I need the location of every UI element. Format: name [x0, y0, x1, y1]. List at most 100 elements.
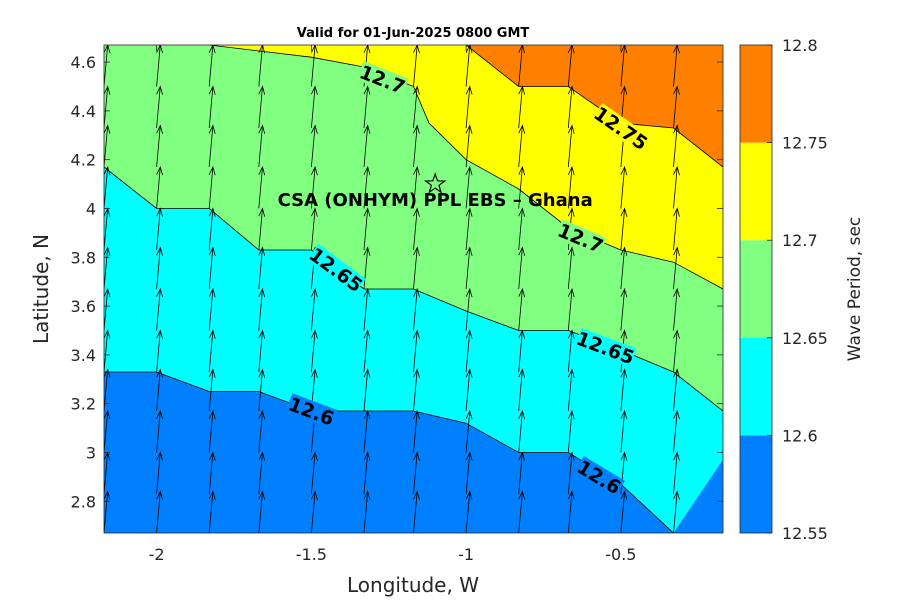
- vector-arrow: [673, 85, 680, 129]
- vector-arrow: [465, 451, 473, 495]
- vector-arrow: [567, 451, 575, 495]
- vector-arrow: [104, 490, 111, 533]
- vector-arrow: [620, 368, 628, 412]
- vector-arrow: [567, 409, 575, 453]
- vector-arrow: [156, 287, 163, 331]
- x-tick-label: -1.5: [296, 545, 327, 564]
- vector-arrow: [208, 490, 216, 533]
- y-axis-label: Latitude, N: [29, 234, 53, 344]
- vector-arrow: [258, 85, 266, 129]
- vector-arrow: [620, 451, 628, 495]
- vector-arrow: [258, 409, 266, 453]
- vector-arrow: [465, 490, 473, 533]
- vector-arrow: [567, 368, 575, 412]
- vector-arrow: [673, 368, 680, 412]
- vector-arrow: [465, 124, 473, 168]
- vector-arrow: [208, 287, 216, 331]
- vector-arrow: [567, 490, 575, 533]
- contour-band: [466, 45, 723, 167]
- vector-arrow: [104, 368, 111, 412]
- vector-arrow: [722, 376, 723, 411]
- vector-arrow: [156, 45, 163, 87]
- vector-arrow: [722, 295, 723, 331]
- vector-arrow: [567, 329, 575, 373]
- x-tick-label: -0.5: [605, 545, 636, 564]
- vector-arrow: [104, 85, 111, 129]
- vector-arrow: [156, 490, 163, 533]
- vector-arrow: [413, 45, 420, 87]
- contour-label-bg: [573, 455, 625, 498]
- site-label: CSA (ONHYM) PPL EBS – Ghana: [278, 190, 593, 211]
- vector-arrow: [567, 287, 575, 331]
- vector-arrows: [104, 45, 723, 533]
- vector-arrow: [363, 246, 371, 290]
- vector-arrow: [104, 329, 111, 373]
- contour-label-bg: [285, 393, 338, 429]
- vector-arrow: [208, 329, 216, 373]
- vector-arrow: [722, 215, 723, 250]
- vector-arrow: [156, 124, 163, 168]
- vector-arrow: [363, 329, 371, 373]
- plot-frame: [103, 44, 724, 534]
- vector-arrow: [104, 165, 111, 209]
- y-tick-label: 3.2: [71, 395, 96, 414]
- vector-arrow: [311, 85, 318, 129]
- vector-arrow: [673, 329, 680, 373]
- vector-arrow: [567, 124, 575, 168]
- contour-label-bg: [356, 61, 409, 98]
- vector-arrow: [258, 165, 266, 209]
- vector-arrow: [208, 368, 216, 412]
- vector-arrow: [311, 329, 318, 373]
- vector-arrow: [413, 329, 420, 373]
- vector-arrow: [413, 124, 420, 168]
- vector-arrow: [567, 85, 575, 129]
- contour-label-bg: [554, 219, 607, 257]
- vector-arrow: [518, 207, 526, 251]
- vector-arrow: [673, 490, 680, 533]
- vector-arrow: [208, 207, 216, 251]
- vector-arrow: [363, 490, 371, 533]
- vector-arrow: [722, 254, 723, 289]
- vector-arrow: [722, 51, 723, 87]
- vector-arrow: [518, 124, 526, 168]
- vector-arrow: [208, 165, 216, 209]
- y-tick-label: 4: [86, 199, 96, 218]
- vector-arrow: [311, 490, 318, 533]
- vector-arrow: [722, 337, 723, 372]
- vector-arrow: [673, 45, 680, 87]
- y-tick-label: 4.4: [71, 102, 96, 121]
- vector-arrow: [363, 409, 371, 453]
- vector-arrow: [363, 85, 371, 129]
- vector-arrow: [673, 124, 680, 168]
- vector-arrow: [518, 329, 526, 373]
- vector-arrow: [518, 287, 526, 331]
- vector-arrow: [258, 368, 266, 412]
- vector-arrow: [258, 287, 266, 331]
- colorbar-tick-label: 12.6: [782, 426, 818, 445]
- contour-label-bg: [306, 243, 366, 296]
- vector-arrow: [104, 45, 111, 87]
- contour-fills: [104, 45, 723, 533]
- colorbar-segment: [740, 435, 772, 533]
- vector-arrow: [620, 246, 628, 290]
- vector-arrow: [413, 368, 420, 412]
- vector-arrow: [465, 45, 473, 87]
- vector-arrow: [465, 246, 473, 290]
- colorbar-tick-label: 12.8: [782, 36, 818, 55]
- colorbar-segment: [740, 240, 772, 338]
- vector-arrow: [156, 165, 163, 209]
- colorbar-segment: [740, 142, 772, 241]
- colorbar-frame: [739, 44, 773, 534]
- vector-arrow: [518, 85, 526, 129]
- vector-arrow: [620, 287, 628, 331]
- y-tick-label: 3.6: [71, 297, 96, 316]
- x-tick-label: -1: [458, 545, 474, 564]
- x-axis-label: Longitude, W: [347, 573, 479, 597]
- vector-arrow: [258, 451, 266, 495]
- vector-arrow: [465, 409, 473, 453]
- colorbar-segment: [740, 45, 772, 143]
- vector-arrow: [413, 207, 420, 251]
- vector-arrow: [413, 165, 420, 209]
- vector-arrow: [258, 246, 266, 290]
